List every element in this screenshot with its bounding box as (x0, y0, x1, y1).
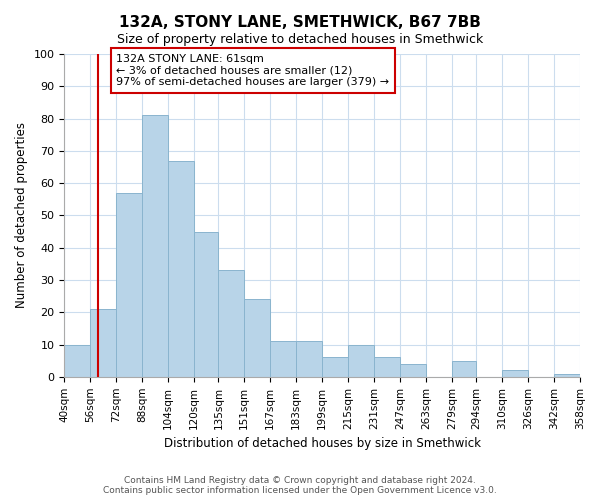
Bar (244, 300, 270, 377)
Bar (270, 342, 296, 377)
X-axis label: Distribution of detached houses by size in Smethwick: Distribution of detached houses by size … (164, 437, 481, 450)
Bar (296, 342, 322, 377)
Bar (400, 364, 426, 377)
Bar (374, 358, 400, 377)
Text: 132A, STONY LANE, SMETHWICK, B67 7BB: 132A, STONY LANE, SMETHWICK, B67 7BB (119, 15, 481, 30)
Bar (502, 370, 528, 377)
Bar (554, 374, 580, 377)
Bar (218, 270, 244, 377)
Text: 132A STONY LANE: 61sqm
← 3% of detached houses are smaller (12)
97% of semi-deta: 132A STONY LANE: 61sqm ← 3% of detached … (116, 54, 389, 87)
Bar (142, 116, 168, 377)
Bar (348, 344, 374, 377)
Bar (452, 360, 476, 377)
Bar (168, 160, 194, 377)
Text: Contains HM Land Registry data © Crown copyright and database right 2024.
Contai: Contains HM Land Registry data © Crown c… (103, 476, 497, 495)
Bar (64, 344, 90, 377)
Y-axis label: Number of detached properties: Number of detached properties (15, 122, 28, 308)
Bar (194, 232, 218, 377)
Bar (322, 358, 348, 377)
Bar (90, 309, 116, 377)
Text: Size of property relative to detached houses in Smethwick: Size of property relative to detached ho… (117, 32, 483, 46)
Bar (116, 193, 142, 377)
